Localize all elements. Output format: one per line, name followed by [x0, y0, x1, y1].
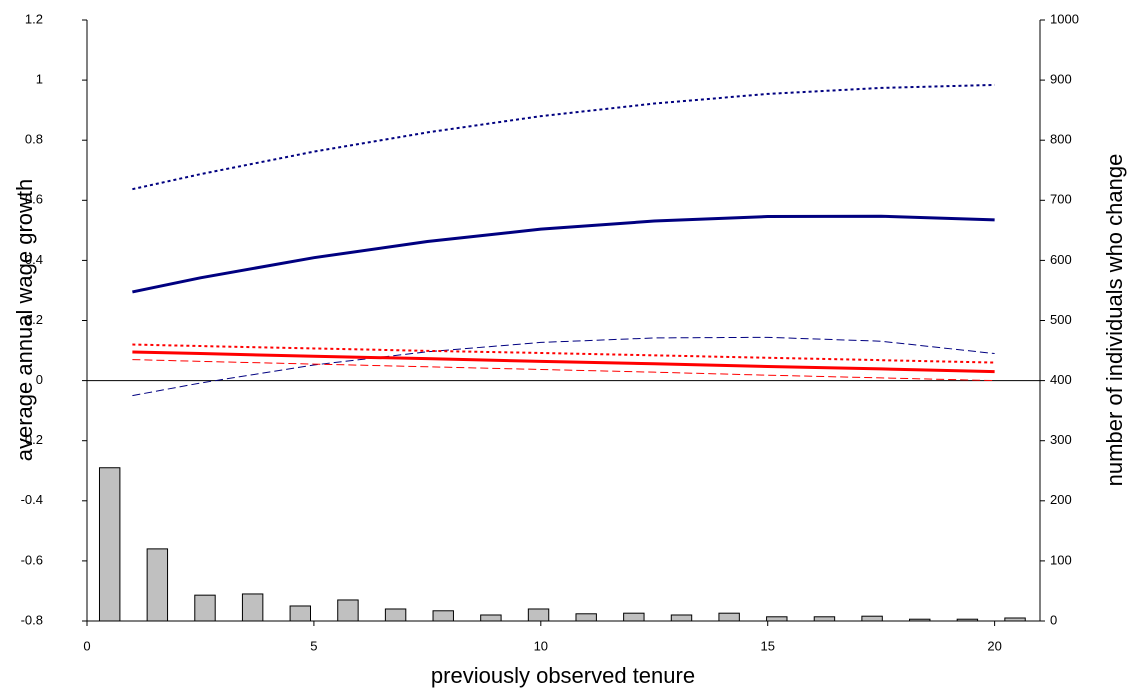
- bar: [956, 618, 979, 622]
- y-tick-label: 0.6: [25, 192, 43, 207]
- y-tick-label: 0.2: [25, 312, 43, 327]
- bar: [670, 614, 693, 622]
- y2-tick-label: 100: [1050, 552, 1072, 567]
- line: [132, 83, 995, 191]
- bar: [909, 618, 931, 622]
- y2-tick-label: 200: [1050, 492, 1072, 507]
- x-tick-label: 5: [310, 638, 317, 653]
- line: [132, 350, 995, 374]
- y-tick-label: -0.8: [21, 612, 43, 627]
- y-tick-label: 1: [36, 72, 43, 87]
- x-tick-label: 0: [83, 638, 90, 653]
- bar: [98, 467, 121, 622]
- y2-tick-label: 1000: [1050, 11, 1079, 26]
- bar: [861, 615, 883, 622]
- y2-tick-label: 400: [1050, 372, 1072, 387]
- y2-tick-label: 700: [1050, 192, 1072, 207]
- bar: [194, 594, 216, 622]
- bar: [384, 608, 407, 622]
- y-tick-label: -0.4: [21, 492, 43, 507]
- y2-tick-label: 300: [1050, 432, 1072, 447]
- x-tick-label: 15: [760, 638, 774, 653]
- bar: [289, 605, 312, 622]
- x-tick-label: 20: [987, 638, 1001, 653]
- bar: [623, 612, 645, 622]
- y-tick-label: -0.2: [21, 432, 43, 447]
- y2-tick-label: 500: [1050, 312, 1072, 327]
- y-axis-title: average annual wage growth: [12, 179, 37, 462]
- y2-tick-label: 0: [1050, 612, 1057, 627]
- y-tick-label: 0.4: [25, 252, 43, 267]
- x-axis-title: previously observed tenure: [431, 663, 695, 688]
- y-tick-label: -0.6: [21, 552, 43, 567]
- x-tick-label: 10: [534, 638, 548, 653]
- bar: [1004, 617, 1026, 622]
- line: [132, 359, 995, 382]
- bar: [813, 616, 836, 622]
- bar: [718, 612, 740, 622]
- bar: [432, 610, 454, 622]
- y2-axis-title: number of individuals who change: [1102, 154, 1127, 487]
- y-tick-label: 0: [36, 372, 43, 387]
- bar: [241, 593, 264, 622]
- y2-tick-label: 600: [1050, 252, 1072, 267]
- bar: [575, 613, 597, 622]
- line: [132, 343, 995, 364]
- y-tick-label: 0.8: [25, 132, 43, 147]
- bar: [480, 614, 502, 622]
- y2-tick-label: 900: [1050, 72, 1072, 87]
- bar: [146, 548, 169, 622]
- bar: [527, 608, 550, 622]
- y2-tick-label: 800: [1050, 132, 1072, 147]
- y-tick-label: 1.2: [25, 11, 43, 26]
- line: [132, 214, 995, 294]
- bar: [766, 616, 788, 622]
- bar: [337, 599, 359, 622]
- line: [132, 336, 995, 397]
